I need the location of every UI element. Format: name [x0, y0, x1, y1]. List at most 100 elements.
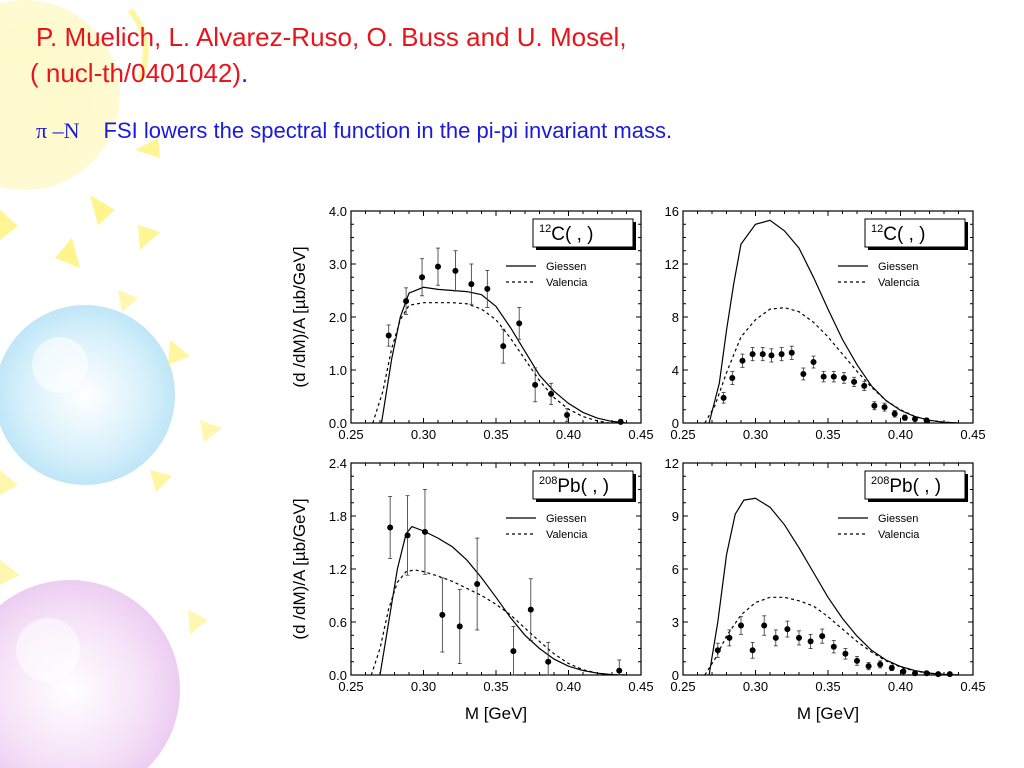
y-tick-label: 9	[672, 509, 679, 524]
legend-label-valencia: Valencia	[546, 277, 588, 289]
x-tick-label: 0.30	[411, 679, 436, 694]
data-point	[500, 343, 507, 350]
reaction-label-text: C( , )	[551, 224, 593, 245]
legend-label-giessen: Giessen	[546, 513, 586, 525]
data-point	[871, 402, 878, 409]
data-point	[796, 634, 802, 641]
yellow-sun-decoration	[0, 0, 160, 312]
pion-nucleon-symbol: π –N	[36, 118, 80, 143]
x-tick-label: 0.25	[670, 427, 695, 442]
data-point	[819, 633, 826, 640]
label-box	[532, 218, 634, 248]
reaction-label-superscript: 208	[871, 475, 889, 487]
legend-label-giessen: Giessen	[546, 261, 586, 273]
series-giessen-line	[708, 497, 959, 676]
series-valencia-line	[704, 596, 959, 676]
reaction-label: 208Pb( , )	[871, 475, 941, 497]
data-point	[784, 626, 791, 633]
data-point	[923, 670, 930, 677]
data-point	[714, 647, 721, 654]
data-point	[881, 404, 888, 411]
y-tick-label: 0.6	[329, 615, 347, 630]
reference-arxiv-id: ( nucl-th/0401042)	[30, 58, 242, 88]
y-tick-label: 1.2	[329, 562, 347, 577]
x-tick-label: 0.25	[338, 679, 363, 694]
data-point	[830, 373, 837, 380]
y-axis-label: (d /dM)/A [µb/GeV]	[290, 498, 309, 639]
reference-arxiv: ( nucl-th/0401042).	[30, 58, 248, 88]
data-point	[739, 357, 746, 364]
x-tick-label: 0.35	[483, 427, 508, 442]
x-tick-label: 0.40	[556, 427, 581, 442]
x-tick-label: 0.25	[338, 427, 363, 442]
y-tick-label: 2.4	[329, 456, 347, 471]
spectral-function-plots: 0.25 0.30 0.35 0.40 0.450.01.02.03.04.012C( …	[290, 204, 986, 723]
data-point	[807, 638, 814, 645]
data-point	[772, 634, 779, 641]
data-point	[545, 658, 552, 665]
data-point	[510, 648, 517, 655]
series-giessen-line	[380, 286, 627, 424]
data-point	[439, 611, 446, 618]
x-tick-label: 0.35	[815, 679, 840, 694]
reaction-label: 12C( , )	[539, 223, 593, 245]
data-point	[912, 416, 918, 423]
data-point	[788, 349, 795, 356]
data-point	[800, 370, 807, 377]
x-tick-label: 0.30	[743, 427, 768, 442]
blue-bubble-decoration	[0, 305, 222, 495]
data-point	[548, 390, 555, 397]
y-tick-label: 1.0	[329, 363, 347, 378]
label-box	[532, 470, 634, 500]
pink-bubble-decoration	[0, 560, 208, 768]
data-point	[840, 374, 847, 381]
legend-label-valencia: Valencia	[878, 277, 920, 289]
data-point	[900, 668, 907, 675]
y-tick-label: 16	[665, 204, 679, 219]
reaction-label: 12C( , )	[871, 223, 925, 245]
x-tick-label: 0.45	[628, 427, 653, 442]
data-point	[738, 622, 744, 629]
data-point	[474, 581, 481, 588]
data-point	[912, 670, 918, 677]
data-point	[891, 410, 898, 417]
data-point	[842, 650, 849, 657]
data-point	[946, 671, 953, 678]
data-point	[484, 285, 491, 292]
x-tick-label: 0.45	[960, 427, 985, 442]
x-tick-label: 0.40	[888, 679, 913, 694]
data-point	[516, 320, 523, 327]
series-giessen-line	[708, 219, 959, 424]
series-valencia-line	[704, 307, 959, 424]
y-tick-label: 0	[672, 416, 679, 431]
y-tick-label: 1.8	[329, 509, 347, 524]
data-point	[749, 647, 756, 654]
x-tick-label: 0.30	[411, 427, 436, 442]
data-point	[901, 414, 908, 421]
data-point	[820, 373, 827, 380]
data-point	[385, 332, 392, 339]
data-point	[532, 381, 539, 388]
data-point	[435, 263, 441, 270]
reaction-label-superscript: 12	[539, 223, 551, 235]
reference-authors: P. Muelich, L. Alvarez-Ruso, O. Buss and…	[36, 22, 627, 52]
data-point	[768, 352, 775, 359]
data-point	[749, 351, 756, 358]
data-point	[810, 359, 817, 366]
reaction-label-text: Pb( , )	[889, 476, 941, 497]
panel-bottom-right: 0.25 0.30 0.35 0.40 0.45 0 3 6 9 12 208Pb( , ) Gies…	[665, 456, 986, 723]
x-axis-label: M [GeV]	[465, 704, 527, 723]
x-tick-label: 0.45	[960, 679, 985, 694]
y-tick-label: 6	[672, 562, 679, 577]
data-point	[888, 664, 895, 671]
data-point	[761, 622, 768, 629]
data-point	[404, 532, 411, 539]
data-point	[421, 528, 428, 535]
data-point	[854, 657, 860, 664]
data-point	[726, 634, 733, 641]
headline-text: FSI lowers the spectral function in the …	[103, 118, 673, 143]
x-tick-label: 0.40	[888, 427, 913, 442]
data-point	[456, 623, 463, 630]
y-tick-label: 4.0	[329, 204, 347, 219]
